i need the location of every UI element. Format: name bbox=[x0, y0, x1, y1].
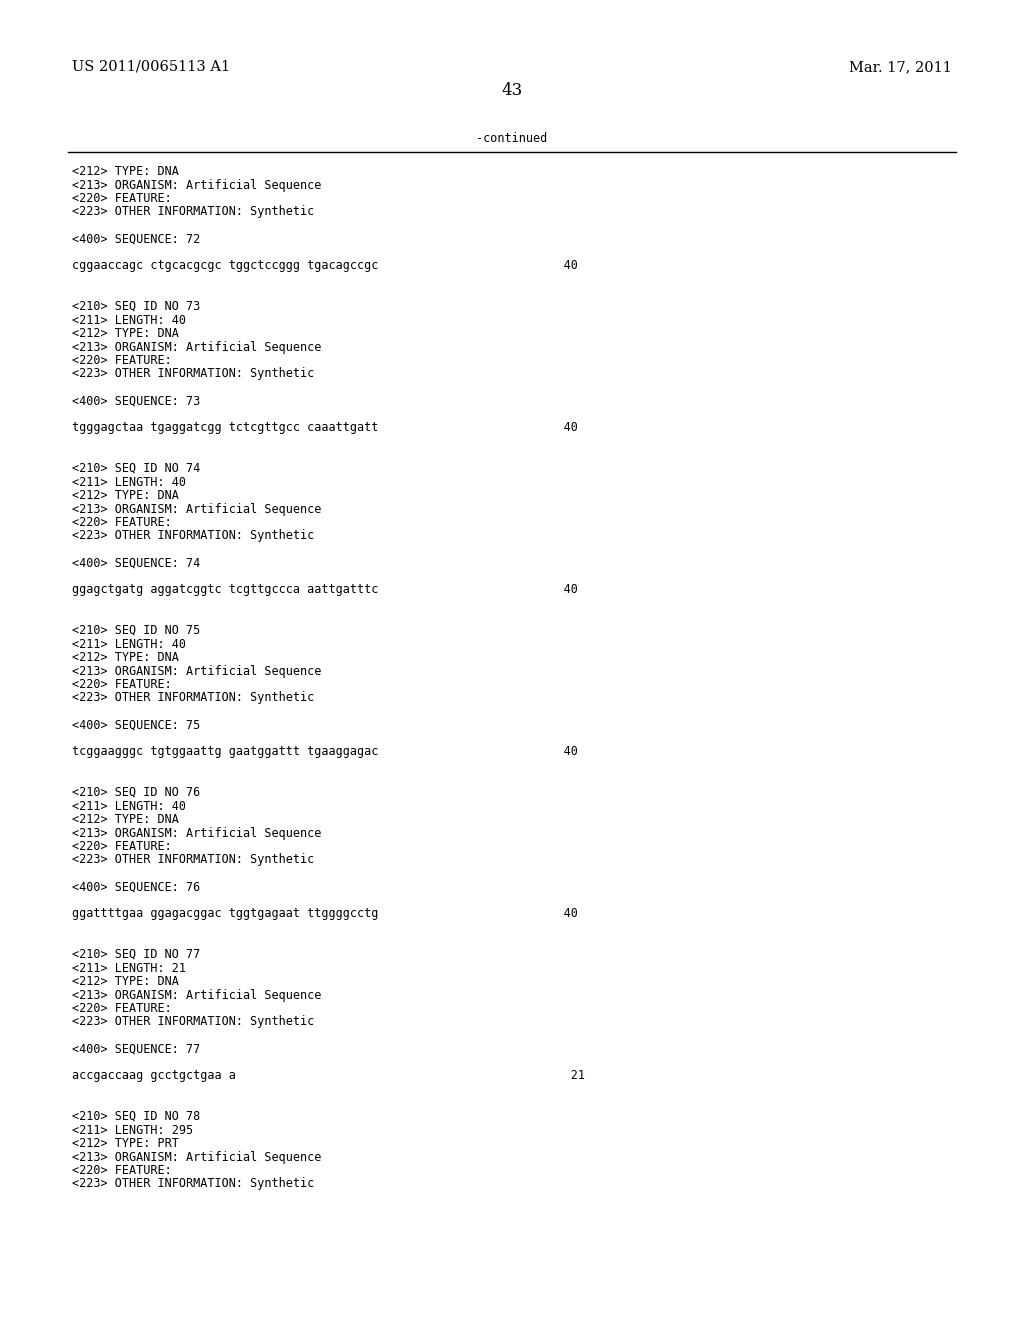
Text: <212> TYPE: DNA: <212> TYPE: DNA bbox=[72, 488, 179, 502]
Text: <210> SEQ ID NO 78: <210> SEQ ID NO 78 bbox=[72, 1110, 201, 1123]
Text: <212> TYPE: DNA: <212> TYPE: DNA bbox=[72, 975, 179, 987]
Text: <220> FEATURE:: <220> FEATURE: bbox=[72, 1002, 172, 1015]
Text: <213> ORGANISM: Artificial Sequence: <213> ORGANISM: Artificial Sequence bbox=[72, 503, 322, 516]
Text: <211> LENGTH: 40: <211> LENGTH: 40 bbox=[72, 475, 186, 488]
Text: <213> ORGANISM: Artificial Sequence: <213> ORGANISM: Artificial Sequence bbox=[72, 826, 322, 840]
Text: <223> OTHER INFORMATION: Synthetic: <223> OTHER INFORMATION: Synthetic bbox=[72, 367, 314, 380]
Text: <223> OTHER INFORMATION: Synthetic: <223> OTHER INFORMATION: Synthetic bbox=[72, 692, 314, 705]
Text: <210> SEQ ID NO 75: <210> SEQ ID NO 75 bbox=[72, 624, 201, 638]
Text: <220> FEATURE:: <220> FEATURE: bbox=[72, 354, 172, 367]
Text: <210> SEQ ID NO 77: <210> SEQ ID NO 77 bbox=[72, 948, 201, 961]
Text: cggaaccagc ctgcacgcgc tggctccggg tgacagccgc                          40: cggaaccagc ctgcacgcgc tggctccggg tgacagc… bbox=[72, 260, 578, 272]
Text: <210> SEQ ID NO 74: <210> SEQ ID NO 74 bbox=[72, 462, 201, 475]
Text: ggattttgaa ggagacggac tggtgagaat ttggggcctg                          40: ggattttgaa ggagacggac tggtgagaat ttggggc… bbox=[72, 908, 578, 920]
Text: <223> OTHER INFORMATION: Synthetic: <223> OTHER INFORMATION: Synthetic bbox=[72, 1177, 314, 1191]
Text: <213> ORGANISM: Artificial Sequence: <213> ORGANISM: Artificial Sequence bbox=[72, 178, 322, 191]
Text: <220> FEATURE:: <220> FEATURE: bbox=[72, 840, 172, 853]
Text: <212> TYPE: DNA: <212> TYPE: DNA bbox=[72, 813, 179, 826]
Text: <223> OTHER INFORMATION: Synthetic: <223> OTHER INFORMATION: Synthetic bbox=[72, 854, 314, 866]
Text: ggagctgatg aggatcggtc tcgttgccca aattgatttc                          40: ggagctgatg aggatcggtc tcgttgccca aattgat… bbox=[72, 583, 578, 597]
Text: accgaccaag gcctgctgaa a                                               21: accgaccaag gcctgctgaa a 21 bbox=[72, 1069, 585, 1082]
Text: <220> FEATURE:: <220> FEATURE: bbox=[72, 678, 172, 690]
Text: <211> LENGTH: 40: <211> LENGTH: 40 bbox=[72, 314, 186, 326]
Text: <210> SEQ ID NO 73: <210> SEQ ID NO 73 bbox=[72, 300, 201, 313]
Text: <211> LENGTH: 40: <211> LENGTH: 40 bbox=[72, 638, 186, 651]
Text: <400> SEQUENCE: 75: <400> SEQUENCE: 75 bbox=[72, 718, 201, 731]
Text: US 2011/0065113 A1: US 2011/0065113 A1 bbox=[72, 59, 230, 74]
Text: <400> SEQUENCE: 76: <400> SEQUENCE: 76 bbox=[72, 880, 201, 894]
Text: <223> OTHER INFORMATION: Synthetic: <223> OTHER INFORMATION: Synthetic bbox=[72, 1015, 314, 1028]
Text: <213> ORGANISM: Artificial Sequence: <213> ORGANISM: Artificial Sequence bbox=[72, 989, 322, 1002]
Text: <212> TYPE: DNA: <212> TYPE: DNA bbox=[72, 651, 179, 664]
Text: tgggagctaa tgaggatcgg tctcgttgcc caaattgatt                          40: tgggagctaa tgaggatcgg tctcgttgcc caaattg… bbox=[72, 421, 578, 434]
Text: -continued: -continued bbox=[476, 132, 548, 145]
Text: <400> SEQUENCE: 73: <400> SEQUENCE: 73 bbox=[72, 395, 201, 408]
Text: <211> LENGTH: 40: <211> LENGTH: 40 bbox=[72, 800, 186, 813]
Text: <213> ORGANISM: Artificial Sequence: <213> ORGANISM: Artificial Sequence bbox=[72, 1151, 322, 1163]
Text: <211> LENGTH: 21: <211> LENGTH: 21 bbox=[72, 961, 186, 974]
Text: Mar. 17, 2011: Mar. 17, 2011 bbox=[849, 59, 952, 74]
Text: <212> TYPE: DNA: <212> TYPE: DNA bbox=[72, 165, 179, 178]
Text: <400> SEQUENCE: 74: <400> SEQUENCE: 74 bbox=[72, 557, 201, 569]
Text: <223> OTHER INFORMATION: Synthetic: <223> OTHER INFORMATION: Synthetic bbox=[72, 529, 314, 543]
Text: <400> SEQUENCE: 77: <400> SEQUENCE: 77 bbox=[72, 1043, 201, 1056]
Text: tcggaagggc tgtggaattg gaatggattt tgaaggagac                          40: tcggaagggc tgtggaattg gaatggattt tgaagga… bbox=[72, 746, 578, 759]
Text: <212> TYPE: DNA: <212> TYPE: DNA bbox=[72, 327, 179, 341]
Text: <213> ORGANISM: Artificial Sequence: <213> ORGANISM: Artificial Sequence bbox=[72, 664, 322, 677]
Text: <220> FEATURE:: <220> FEATURE: bbox=[72, 191, 172, 205]
Text: <223> OTHER INFORMATION: Synthetic: <223> OTHER INFORMATION: Synthetic bbox=[72, 206, 314, 219]
Text: <210> SEQ ID NO 76: <210> SEQ ID NO 76 bbox=[72, 785, 201, 799]
Text: <212> TYPE: PRT: <212> TYPE: PRT bbox=[72, 1137, 179, 1150]
Text: <213> ORGANISM: Artificial Sequence: <213> ORGANISM: Artificial Sequence bbox=[72, 341, 322, 354]
Text: <400> SEQUENCE: 72: <400> SEQUENCE: 72 bbox=[72, 232, 201, 246]
Text: <220> FEATURE:: <220> FEATURE: bbox=[72, 1164, 172, 1177]
Text: <211> LENGTH: 295: <211> LENGTH: 295 bbox=[72, 1123, 194, 1137]
Text: <220> FEATURE:: <220> FEATURE: bbox=[72, 516, 172, 529]
Text: 43: 43 bbox=[502, 82, 522, 99]
